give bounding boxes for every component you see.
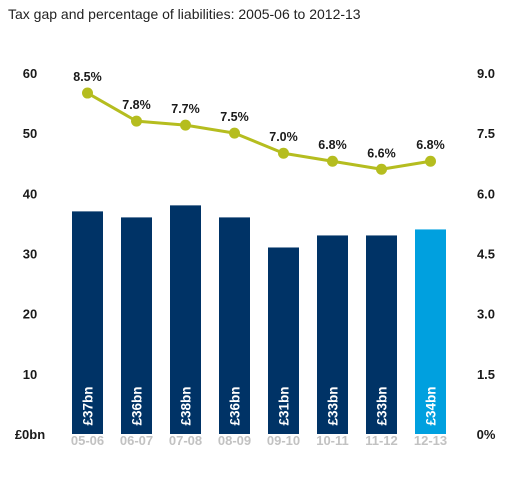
percentage-point bbox=[131, 115, 142, 127]
x-tick-label: 10-11 bbox=[316, 433, 349, 448]
percentage-point bbox=[229, 127, 240, 139]
line-layer: 8.5% 7.8% 7.7% 7.5% 7.0% 6.8% 6.6% 6.8% bbox=[73, 70, 445, 175]
percentage-point bbox=[82, 87, 93, 99]
y-left-tick-label: 20 bbox=[23, 307, 37, 322]
bar-value-label: £38bn bbox=[179, 386, 194, 425]
y-left-tick-label: 10 bbox=[23, 367, 37, 382]
y-right-tick-label: 7.5 bbox=[477, 126, 495, 141]
bar-value-label: £33bn bbox=[326, 386, 341, 425]
percentage-point bbox=[180, 119, 191, 131]
x-tick-label: 07-08 bbox=[169, 433, 202, 448]
bar-value-label: £37bn bbox=[81, 386, 96, 425]
percentage-point bbox=[376, 163, 387, 175]
bar-09-10 bbox=[268, 247, 299, 434]
bar-11-12 bbox=[366, 235, 397, 434]
bars-layer: £37bn £36bn £38bn £36bn £31bn £33bn £33bn £34bn bbox=[72, 205, 446, 434]
y-right-tick-label: 3.0 bbox=[477, 307, 495, 322]
percentage-label: 7.8% bbox=[122, 98, 151, 112]
x-tick-label: 12-13 bbox=[414, 433, 447, 448]
percentage-label: 6.8% bbox=[416, 138, 445, 152]
bar-07-08 bbox=[170, 205, 201, 434]
x-tick-label: 05-06 bbox=[71, 433, 104, 448]
chart-title: Tax gap and percentage of liabilities: 2… bbox=[8, 6, 361, 22]
bar-value-label: £34bn bbox=[424, 386, 439, 425]
percentage-label: 7.5% bbox=[220, 110, 249, 124]
y-right-tick-label: 1.5 bbox=[477, 367, 495, 382]
bar-10-11 bbox=[317, 235, 348, 434]
x-tick-label: 11-12 bbox=[365, 433, 398, 448]
bar-value-label: £33bn bbox=[375, 386, 390, 425]
y-right-tick-label: 0% bbox=[477, 427, 496, 442]
y-right-tick-label: 4.5 bbox=[477, 247, 495, 262]
bar-05-06 bbox=[72, 211, 103, 434]
x-tick-label: 06-07 bbox=[120, 433, 153, 448]
bar-value-label: £36bn bbox=[228, 386, 243, 425]
percentage-label: 7.0% bbox=[269, 130, 298, 144]
y-left-tick-label: 60 bbox=[23, 66, 37, 81]
percentage-label: 7.7% bbox=[171, 102, 200, 116]
y-left-tick-label: £0bn bbox=[15, 427, 45, 442]
axis-layer: £0bn 10 20 30 40 50 60 0% 1.5 3.0 4.5 6.0 7.5 9.0 05-0… bbox=[15, 66, 496, 448]
bar-08-09 bbox=[219, 217, 250, 434]
percentage-label: 6.6% bbox=[367, 146, 396, 160]
x-tick-label: 09-10 bbox=[267, 433, 300, 448]
bar-value-label: £31bn bbox=[277, 386, 292, 425]
percentage-point bbox=[278, 147, 289, 159]
y-left-tick-label: 30 bbox=[23, 247, 37, 262]
y-left-tick-label: 50 bbox=[23, 126, 37, 141]
bar-value-label: £36bn bbox=[130, 386, 145, 425]
percentage-line bbox=[86, 91, 431, 171]
y-right-tick-label: 9.0 bbox=[477, 66, 495, 81]
bar-12-13 bbox=[415, 229, 446, 434]
percentage-label: 6.8% bbox=[318, 138, 347, 152]
y-right-tick-label: 6.0 bbox=[477, 186, 495, 201]
percentage-point bbox=[425, 155, 436, 167]
bar-06-07 bbox=[121, 217, 152, 434]
percentage-label: 8.5% bbox=[73, 70, 102, 84]
x-tick-label: 08-09 bbox=[218, 433, 251, 448]
percentage-point bbox=[327, 155, 338, 167]
y-left-tick-label: 40 bbox=[23, 186, 37, 201]
